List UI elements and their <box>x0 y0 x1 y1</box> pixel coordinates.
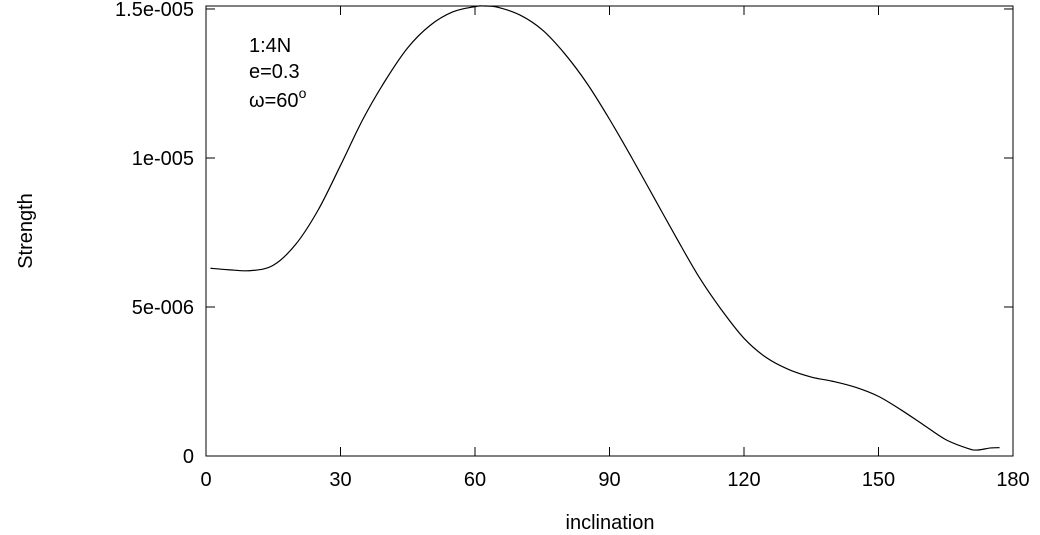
x-tick-label: 90 <box>598 469 620 491</box>
omega-value: =60 <box>265 90 299 112</box>
annotation-line-resonance: 1:4N <box>249 35 291 57</box>
series-line <box>210 5 1000 451</box>
omega-symbol: ω <box>249 90 265 112</box>
x-tick-label: 120 <box>727 469 760 491</box>
y-tick-label: 0 <box>183 446 194 468</box>
ticks <box>206 6 1013 456</box>
annotation-line-eccentricity: e=0.3 <box>249 61 300 83</box>
y-tick-label: 1e-005 <box>132 148 194 170</box>
y-tick-label: 5e-006 <box>132 297 194 319</box>
x-tick-label: 60 <box>464 469 486 491</box>
y-axis-label: Strength <box>15 193 37 269</box>
y-tick-label: 1.5e-005 <box>115 0 194 21</box>
x-axis-label: inclination <box>566 512 655 534</box>
x-tick-label: 150 <box>862 469 895 491</box>
omega-unit: o <box>299 85 307 101</box>
x-tick-label: 180 <box>996 469 1029 491</box>
x-tick-label: 0 <box>200 469 211 491</box>
plot-frame <box>205 5 1014 457</box>
x-tick-label: 30 <box>329 469 351 491</box>
annotation: 1:4N e=0.3 ω=60o <box>249 35 307 112</box>
tick-labels: 0 30 60 90 120 150 180 0 5e-006 1e-005 1.5e-005 <box>115 0 1030 491</box>
annotation-line-omega: ω=60o <box>249 85 307 112</box>
